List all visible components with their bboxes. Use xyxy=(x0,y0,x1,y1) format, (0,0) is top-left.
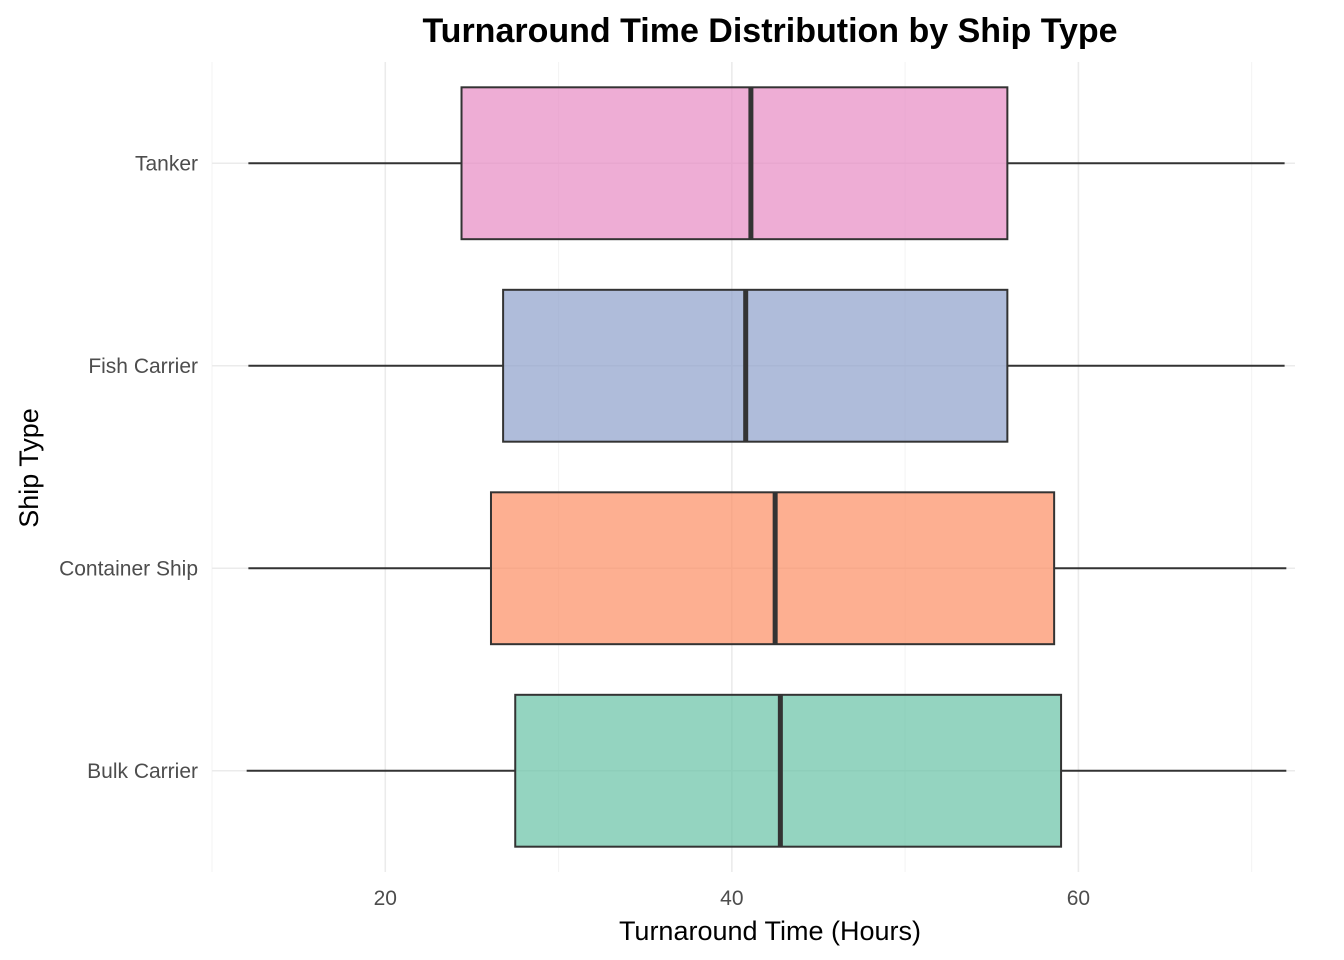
x-axis-title: Turnaround Time (Hours) xyxy=(619,916,921,946)
box-series xyxy=(246,86,1287,848)
y-tick-label: Container Ship xyxy=(59,557,198,580)
x-tick-label: 40 xyxy=(720,887,743,910)
iqr-box xyxy=(514,693,1063,848)
iqr-box xyxy=(489,491,1056,646)
iqr-box xyxy=(460,86,1009,241)
iqr-box xyxy=(502,288,1009,443)
box-bulk-carrier xyxy=(246,693,1287,848)
tick-labels: 20 40 60 Bulk Carrier Container Ship Fish Car… xyxy=(59,152,1090,910)
box-container-ship xyxy=(248,491,1287,646)
y-axis-title: Ship Type xyxy=(14,408,44,528)
y-tick-label: Fish Carrier xyxy=(88,355,198,378)
box-fish-carrier xyxy=(248,288,1285,443)
y-tick-label: Bulk Carrier xyxy=(87,760,198,783)
x-tick-label: 20 xyxy=(374,887,397,910)
box-tanker xyxy=(248,86,1285,241)
chart-title: Turnaround Time Distribution by Ship Typ… xyxy=(422,12,1117,50)
y-tick-label: Tanker xyxy=(135,152,198,175)
x-tick-label: 60 xyxy=(1067,887,1090,910)
